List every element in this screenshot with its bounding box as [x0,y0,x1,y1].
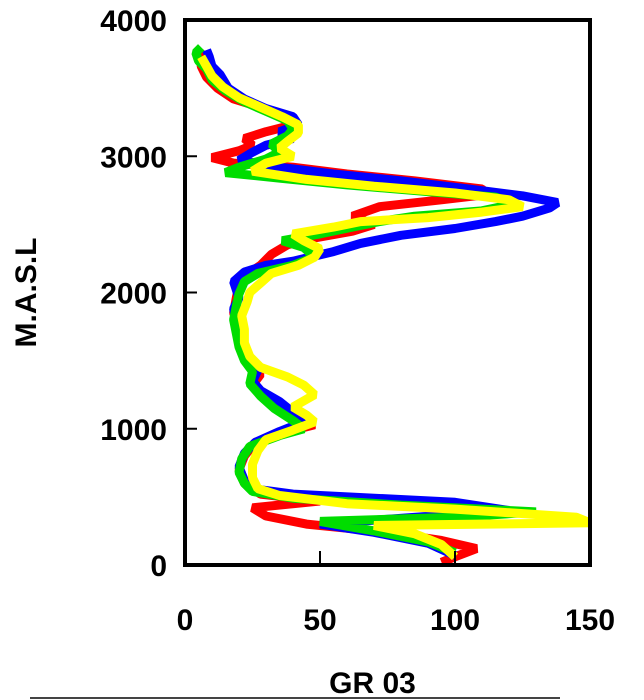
series-2-line [202,48,561,560]
x-tick-label: 100 [430,604,480,637]
tick-labels: 0 50 100 150 0 1000 2000 3000 4000 [100,5,615,637]
series-4-line [197,54,592,561]
y-tick-label: 0 [150,550,167,583]
y-tick-label: 2000 [100,278,167,311]
x-tick-label: 150 [565,604,615,637]
y-axis-title: M.A.S.L [10,238,43,348]
axis-ticks [185,155,456,565]
x-tick-label: 50 [303,604,336,637]
y-tick-label: 3000 [100,141,167,174]
x-axis-title: GR 03 [329,667,416,700]
y-tick-label: 4000 [100,5,167,38]
series-layer [191,44,592,567]
x-tick-label: 0 [177,604,194,637]
y-tick-label: 1000 [100,414,167,447]
